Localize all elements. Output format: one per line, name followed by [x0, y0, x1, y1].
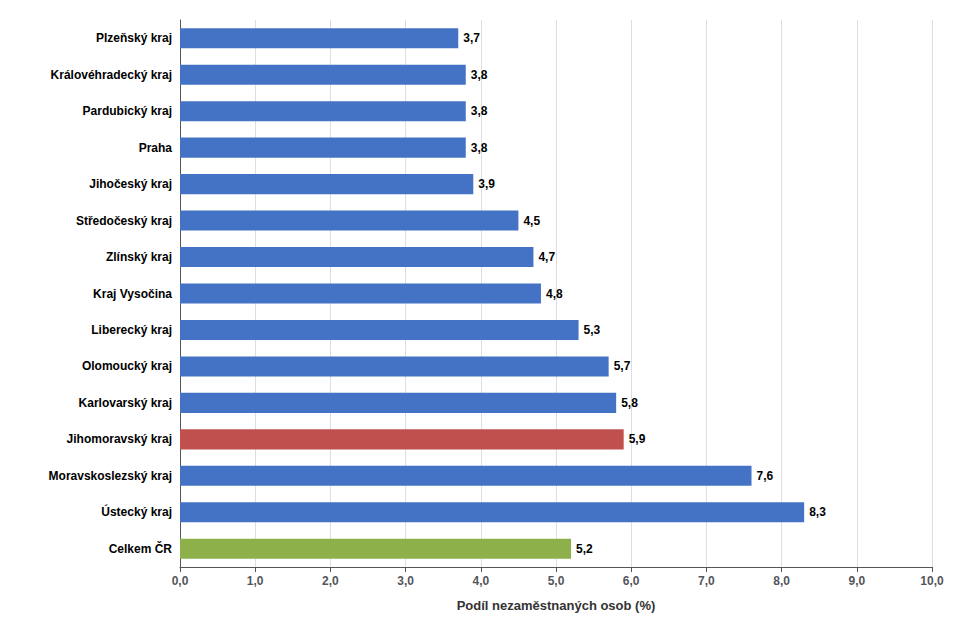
svg-text:Moravskoslezský kraj: Moravskoslezský kraj [49, 469, 172, 483]
svg-text:0,0: 0,0 [172, 574, 189, 588]
svg-text:3,8: 3,8 [471, 141, 488, 155]
svg-text:Zlínský kraj: Zlínský kraj [106, 250, 172, 264]
svg-text:Kraj Vysočina: Kraj Vysočina [93, 287, 172, 301]
svg-text:Celkem ČR: Celkem ČR [109, 541, 173, 556]
svg-text:5,2: 5,2 [576, 542, 593, 556]
svg-text:5,3: 5,3 [584, 323, 601, 337]
svg-text:8,3: 8,3 [809, 505, 826, 519]
svg-text:3,9: 3,9 [478, 177, 495, 191]
svg-text:4,0: 4,0 [472, 574, 489, 588]
svg-text:Olomoucký kraj: Olomoucký kraj [82, 359, 172, 373]
svg-text:Jihočeský kraj: Jihočeský kraj [89, 177, 172, 191]
svg-text:Královéhradecký kraj: Královéhradecký kraj [51, 68, 172, 82]
svg-text:7,6: 7,6 [757, 469, 774, 483]
svg-text:Pardubický kraj: Pardubický kraj [83, 104, 172, 118]
svg-text:3,8: 3,8 [471, 104, 488, 118]
svg-text:5,9: 5,9 [629, 432, 646, 446]
svg-text:7,0: 7,0 [698, 574, 715, 588]
svg-text:3,8: 3,8 [471, 68, 488, 82]
svg-text:8,0: 8,0 [773, 574, 790, 588]
svg-text:Plzeňský kraj: Plzeňský kraj [96, 31, 172, 45]
svg-text:2,0: 2,0 [322, 574, 339, 588]
svg-text:Podíl nezaměstnaných osob (%): Podíl nezaměstnaných osob (%) [457, 598, 656, 613]
svg-text:4,5: 4,5 [523, 214, 540, 228]
svg-text:Praha: Praha [139, 141, 173, 155]
svg-text:4,7: 4,7 [538, 250, 555, 264]
svg-text:Jihomoravský kraj: Jihomoravský kraj [67, 432, 172, 446]
svg-text:5,8: 5,8 [621, 396, 638, 410]
svg-text:Ústecký kraj: Ústecký kraj [101, 504, 172, 519]
svg-text:Karlovarský kraj: Karlovarský kraj [79, 396, 172, 410]
svg-text:6,0: 6,0 [623, 574, 640, 588]
svg-text:5,0: 5,0 [548, 574, 565, 588]
svg-text:9,0: 9,0 [848, 574, 865, 588]
svg-text:Středočeský kraj: Středočeský kraj [76, 214, 172, 228]
svg-text:4,8: 4,8 [546, 287, 563, 301]
svg-text:3,7: 3,7 [463, 31, 480, 45]
svg-text:10,0: 10,0 [920, 574, 944, 588]
svg-text:Liberecký kraj: Liberecký kraj [91, 323, 172, 337]
svg-text:1,0: 1,0 [247, 574, 264, 588]
svg-text:5,7: 5,7 [614, 359, 631, 373]
svg-text:3,0: 3,0 [397, 574, 414, 588]
